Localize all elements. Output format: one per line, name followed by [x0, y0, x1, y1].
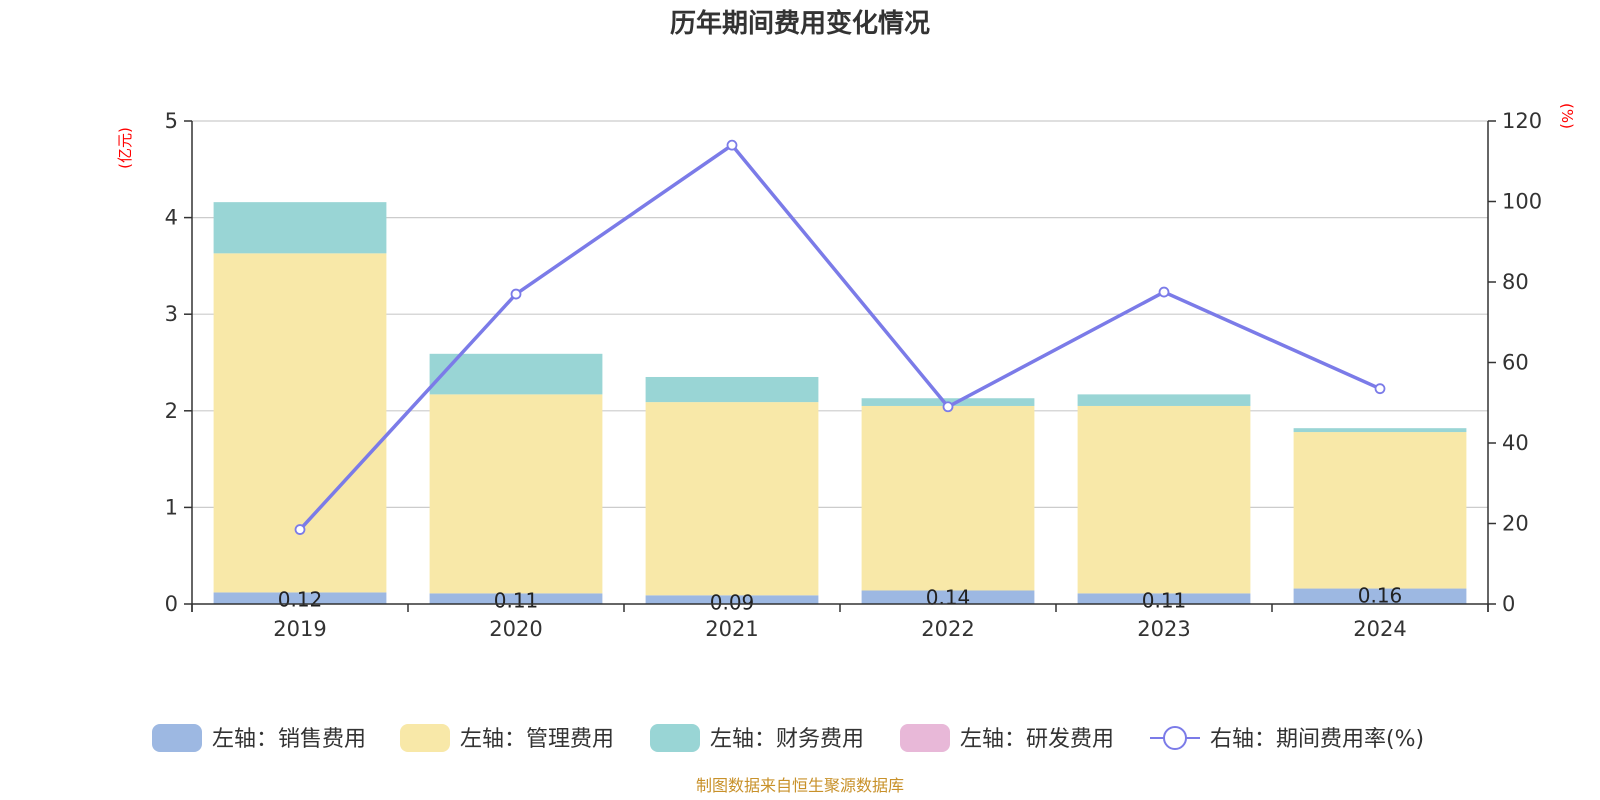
- bars-layer: 0.12 0.11 0.09 0.14 0.11 0.16: [213, 202, 1467, 614]
- chart-title: 历年期间费用变化情况: [670, 8, 930, 39]
- bar-segment: [213, 253, 387, 593]
- legend-marker: [1163, 726, 1187, 750]
- axes-layer: 0 1 2 3 4 5 0 20 40 60 80 100 120 2019 2020 2021 2022 202…: [165, 109, 1542, 641]
- bar-data-label: 0.14: [926, 585, 971, 609]
- right-tick-label: 60: [1502, 351, 1529, 375]
- right-tick-label: 80: [1502, 270, 1529, 294]
- x-tick-label: 2024: [1353, 617, 1406, 641]
- rate-point: [726, 139, 738, 151]
- left-tick-label: 3: [165, 302, 178, 326]
- bar-data-label: 0.11: [494, 588, 539, 612]
- legend-swatch: [400, 724, 450, 752]
- bar-segment: [429, 394, 603, 594]
- right-tick-label: 20: [1502, 512, 1529, 536]
- bar-data-label: 0.12: [278, 587, 323, 611]
- bar-segment: [1293, 588, 1467, 604]
- legend-label: 左轴：研发费用: [960, 727, 1114, 752]
- left-tick-label: 1: [165, 495, 178, 519]
- right-tick-label: 100: [1502, 190, 1542, 214]
- rate-line: [298, 142, 1381, 531]
- bar-segment: [1077, 593, 1251, 604]
- right-tick-label: 40: [1502, 431, 1529, 455]
- bar-segment: [1293, 432, 1467, 589]
- legend-swatch: [650, 724, 700, 752]
- rate-point: [294, 524, 306, 535]
- x-tick-label: 2019: [273, 617, 326, 641]
- legend-label: 左轴：财务费用: [710, 727, 864, 752]
- bar-segment: [429, 593, 603, 604]
- x-tick-label: 2022: [921, 617, 974, 641]
- bar-segment: [645, 376, 819, 403]
- bar-segment: [861, 590, 1035, 604]
- legend: 左轴：销售费用 左轴：管理费用 左轴：财务费用 左轴：研发费用 右轴：期间费用率(%): [152, 724, 1424, 752]
- legend-label: 右轴：期间费用率(%): [1210, 727, 1424, 752]
- rate-point: [1374, 383, 1386, 395]
- bar-segment: [861, 405, 1035, 591]
- bar-segment: [645, 402, 819, 596]
- rate-line-layer: [294, 139, 1386, 535]
- bar-segment: [645, 595, 819, 604]
- rate-point: [510, 288, 522, 300]
- bar-segment: [429, 353, 603, 395]
- legend-label: 左轴：销售费用: [212, 727, 366, 752]
- bar-segment: [213, 592, 387, 604]
- right-tick-label: 0: [1502, 592, 1515, 616]
- rate-point: [1158, 286, 1170, 298]
- bar-segment: [1077, 405, 1251, 594]
- bar-data-label: 0.11: [1142, 588, 1187, 612]
- bar-segment: [213, 202, 387, 254]
- legend-swatch: [900, 724, 950, 752]
- left-axis-unit: (亿元): [116, 127, 134, 169]
- right-tick-label: 120: [1502, 109, 1542, 133]
- legend-label: 左轴：管理费用: [460, 727, 614, 752]
- x-tick-label: 2020: [489, 617, 542, 641]
- rate-point: [942, 401, 954, 413]
- x-tick-label: 2023: [1137, 617, 1190, 641]
- left-tick-label: 5: [165, 109, 178, 133]
- left-tick-label: 0: [165, 592, 178, 616]
- bar-data-label: 0.09: [710, 590, 755, 614]
- x-tick-label: 2021: [705, 617, 758, 641]
- bar-segment: [1293, 428, 1467, 433]
- left-tick-label: 2: [165, 399, 178, 423]
- right-axis-unit: (%): [1558, 103, 1576, 129]
- source-note: 制图数据来自恒生聚源数据库: [696, 776, 904, 795]
- bar-segment: [1077, 394, 1251, 406]
- left-tick-label: 4: [165, 206, 178, 230]
- legend-swatch: [152, 724, 202, 752]
